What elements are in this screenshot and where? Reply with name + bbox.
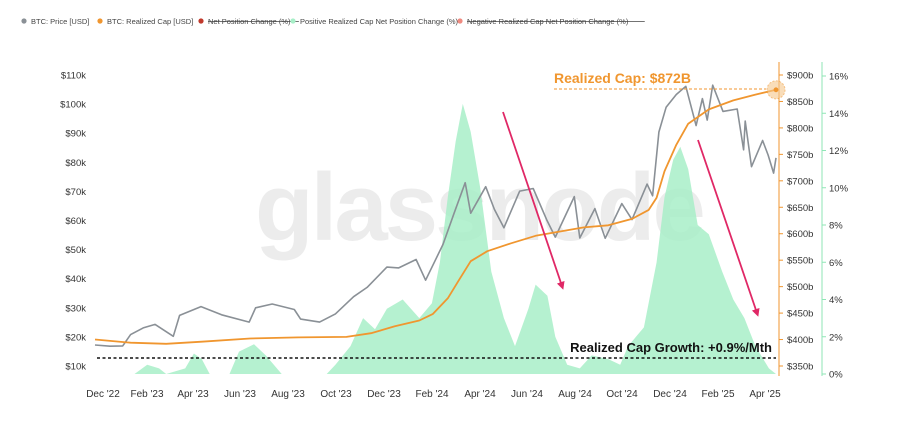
left-axis-tick-60k: $60k	[65, 216, 86, 227]
x-axis-tick-dec-23: Dec '23	[367, 389, 401, 400]
realized-cap-end-dot	[773, 87, 779, 93]
mid-axis-tick-450b: $450b	[787, 309, 813, 320]
x-axis-tick-dec-24: Dec '24	[653, 389, 687, 400]
left-axis-tick-40k: $40k	[65, 274, 86, 285]
right-axis-tick-16: 16%	[829, 72, 849, 83]
axes-layer: $10k $20k $30k $40k $50k $60k $70k $80k $90k $100…	[60, 62, 849, 400]
legend-marker-negative-realized-cap-net-position-change	[457, 18, 463, 24]
mid-axis-tick-350b: $350b	[787, 362, 813, 373]
mid-axis-tick-850b: $850b	[787, 97, 813, 108]
mid-axis-tick-900b: $900b	[787, 71, 813, 82]
legend-label-btc-price-usd: BTC: Price [USD]	[31, 17, 89, 26]
mid-axis-tick-500b: $500b	[787, 282, 813, 293]
mid-axis-tick-750b: $750b	[787, 150, 813, 161]
x-axis-tick-oct-24: Oct '24	[606, 389, 638, 400]
right-axis-tick-4: 4%	[829, 295, 843, 306]
legend-marker-net-position-change	[198, 18, 204, 24]
x-axis-tick-apr-23: Apr '23	[177, 389, 209, 400]
right-axis-tick-8: 8%	[829, 221, 843, 232]
legend-marker-btc-realized-cap-usd	[97, 18, 103, 24]
left-axis-tick-90k: $90k	[65, 129, 86, 140]
x-axis-tick-feb-25: Feb '25	[701, 389, 734, 400]
x-axis-tick-apr-25: Apr '25	[749, 389, 781, 400]
x-axis-tick-aug-24: Aug '24	[558, 389, 592, 400]
left-axis-tick-100k: $100k	[60, 100, 86, 111]
mid-axis-tick-400b: $400b	[787, 335, 813, 346]
x-axis-tick-dec-22: Dec '22	[86, 389, 120, 400]
right-axis-tick-2: 2%	[829, 332, 843, 343]
mid-axis-tick-550b: $550b	[787, 256, 813, 267]
legend-label-btc-realized-cap-usd: BTC: Realized Cap [USD]	[107, 17, 193, 26]
mid-axis-tick-800b: $800b	[787, 123, 813, 134]
legend: BTC: Price [USD] BTC: Realized Cap [USD] N…	[21, 17, 645, 26]
positive-change-area-layer	[95, 103, 776, 375]
left-axis-tick-80k: $80k	[65, 158, 86, 169]
realized-cap-growth-label: Realized Cap Growth: +0.9%/Mth	[570, 340, 772, 355]
realized-cap-label: Realized Cap: $872B	[554, 70, 691, 86]
series-line-btc-realized-cap-usd	[94, 88, 777, 345]
right-axis-tick-10: 10%	[829, 183, 849, 194]
x-axis-tick-jun-24: Jun '24	[511, 389, 543, 400]
x-axis-tick-oct-23: Oct '23	[320, 389, 352, 400]
line-layer	[94, 84, 777, 347]
mid-axis-tick-650b: $650b	[787, 203, 813, 214]
x-axis-tick-apr-24: Apr '24	[464, 389, 496, 400]
mid-axis-tick-700b: $700b	[787, 176, 813, 187]
downtrend-arrow-2025	[697, 139, 760, 317]
mid-axis-tick-600b: $600b	[787, 229, 813, 240]
right-axis-tick-12: 12%	[829, 146, 849, 157]
x-axis-tick-jun-23: Jun '23	[224, 389, 256, 400]
left-axis-tick-10k: $10k	[65, 362, 86, 373]
left-axis-tick-70k: $70k	[65, 187, 86, 198]
series-area-positive-realized-cap-net-position-change	[95, 103, 776, 375]
legend-marker-btc-price-usd	[21, 18, 27, 24]
right-axis-tick-0: 0%	[829, 370, 843, 381]
right-axis-tick-6: 6%	[829, 258, 843, 269]
legend-marker-positive-realized-cap-net-position-change	[290, 18, 296, 24]
left-axis-tick-20k: $20k	[65, 332, 86, 343]
annotation-layer: Realized Cap: $872B Realized Cap Growth: …	[97, 70, 786, 359]
x-axis-tick-feb-24: Feb '24	[415, 389, 448, 400]
x-axis-tick-feb-23: Feb '23	[130, 389, 163, 400]
x-axis-tick-aug-23: Aug '23	[271, 389, 305, 400]
legend-label-positive-realized-cap-net-position-change: Positive Realized Cap Net Position Chang…	[300, 17, 458, 26]
left-axis-tick-30k: $30k	[65, 303, 86, 314]
left-axis-tick-110k: $110k	[61, 71, 86, 82]
downtrend-arrow-2024	[502, 111, 565, 290]
right-axis-tick-14: 14%	[829, 109, 849, 120]
left-axis-tick-50k: $50k	[65, 245, 86, 256]
